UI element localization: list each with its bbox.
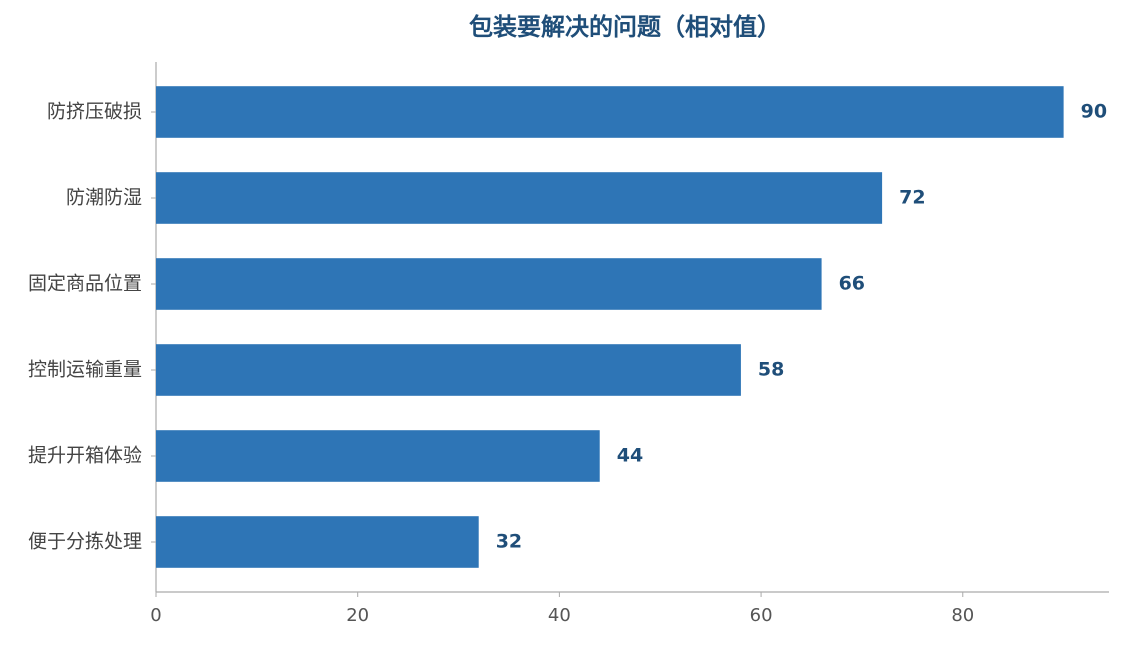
bar <box>156 86 1064 138</box>
bar <box>156 258 822 310</box>
bar <box>156 516 479 568</box>
x-tick-label: 80 <box>951 605 974 626</box>
value-label: 44 <box>617 445 643 467</box>
x-tick-label: 40 <box>548 605 571 626</box>
value-label: 66 <box>839 273 865 295</box>
value-label: 58 <box>758 359 784 381</box>
x-tick-label: 60 <box>750 605 773 626</box>
value-label: 32 <box>496 531 522 553</box>
y-tick-label: 提升开箱体验 <box>28 445 142 467</box>
y-tick-label: 固定商品位置 <box>28 273 142 295</box>
bar <box>156 172 883 224</box>
y-tick-label: 便于分拣处理 <box>28 531 142 553</box>
bar <box>156 344 741 396</box>
x-tick-label: 20 <box>346 605 369 626</box>
y-tick-label: 控制运输重量 <box>28 359 142 381</box>
chart-title: 包装要解决的问题（相对值） <box>469 13 781 41</box>
value-label: 90 <box>1081 101 1107 123</box>
x-tick-label: 0 <box>150 605 161 626</box>
value-label: 72 <box>899 187 925 209</box>
y-tick-label: 防挤压破损 <box>47 101 142 123</box>
y-tick-label: 防潮防湿 <box>66 187 142 209</box>
bar <box>156 430 600 482</box>
